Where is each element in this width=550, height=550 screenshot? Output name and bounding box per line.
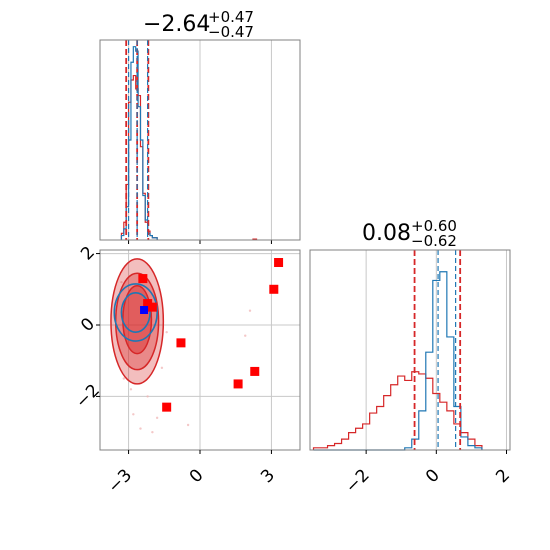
sample-point-9 bbox=[244, 334, 247, 337]
title-param2-median: 0.08 bbox=[362, 221, 411, 246]
marker-red-0 bbox=[138, 274, 148, 284]
title-param1-lower: −0.47 bbox=[208, 23, 254, 41]
tick-label-p2-0: −2 bbox=[342, 465, 374, 497]
title-param2-lower: −0.62 bbox=[411, 232, 457, 250]
sample-point-13 bbox=[132, 413, 135, 416]
title-param1-median: −2.64 bbox=[143, 12, 210, 37]
sample-point-6 bbox=[139, 427, 142, 430]
panel-hist-param2: −2 0 2 bbox=[309, 249, 514, 497]
tick-label-pj-y-0: 2 bbox=[77, 243, 99, 265]
tick-label-pj-x-1: 0 bbox=[186, 465, 208, 487]
sample-point-0 bbox=[129, 388, 133, 391]
marker-red-1 bbox=[143, 299, 153, 309]
contour-series-a-0 bbox=[113, 283, 158, 342]
marker-blue bbox=[140, 306, 149, 314]
sample-point-5 bbox=[165, 330, 168, 334]
tick-label-pj-y-1: 0 bbox=[77, 314, 99, 336]
marker-red-2 bbox=[147, 302, 157, 312]
marker-red-5 bbox=[250, 366, 260, 376]
frame-p2 bbox=[309, 249, 511, 451]
hist-param2-series-a bbox=[313, 271, 483, 451]
marker-red-3 bbox=[176, 338, 186, 348]
panel-hist-param1 bbox=[99, 39, 301, 244]
tick-label-p2-2: 2 bbox=[492, 465, 514, 487]
marker-red-8 bbox=[162, 402, 172, 412]
sample-point-1 bbox=[146, 395, 149, 398]
sample-point-10 bbox=[186, 423, 190, 427]
hist-param2-series-b bbox=[312, 371, 483, 450]
title-param1: −2.64 bbox=[143, 12, 210, 37]
title-param2-upper: +0.60 bbox=[411, 217, 457, 235]
tick-label-pj-x-0: −3 bbox=[104, 465, 136, 497]
sample-point-11 bbox=[120, 280, 123, 284]
sample-point-3 bbox=[122, 377, 126, 380]
marker-red-6 bbox=[269, 284, 279, 294]
title-param1-upper: +0.47 bbox=[208, 8, 254, 26]
tick-label-pj-y-2: −2 bbox=[72, 380, 104, 412]
sample-point-4 bbox=[160, 366, 164, 370]
sample-point-8 bbox=[248, 309, 252, 312]
contour-series-b-0 bbox=[110, 258, 165, 385]
contour-series-a-1 bbox=[120, 292, 151, 333]
sample-point-7 bbox=[151, 430, 154, 434]
marker-red-7 bbox=[274, 258, 284, 267]
tick-label-pj-x-2: 3 bbox=[257, 465, 279, 487]
tick-label-p2-1: 0 bbox=[422, 465, 444, 487]
panel-joint: −3 0 3 2 0 −2 bbox=[72, 243, 301, 497]
sample-point-2 bbox=[155, 416, 159, 420]
frame-p1 bbox=[99, 39, 301, 241]
marker-red-4 bbox=[233, 379, 243, 389]
